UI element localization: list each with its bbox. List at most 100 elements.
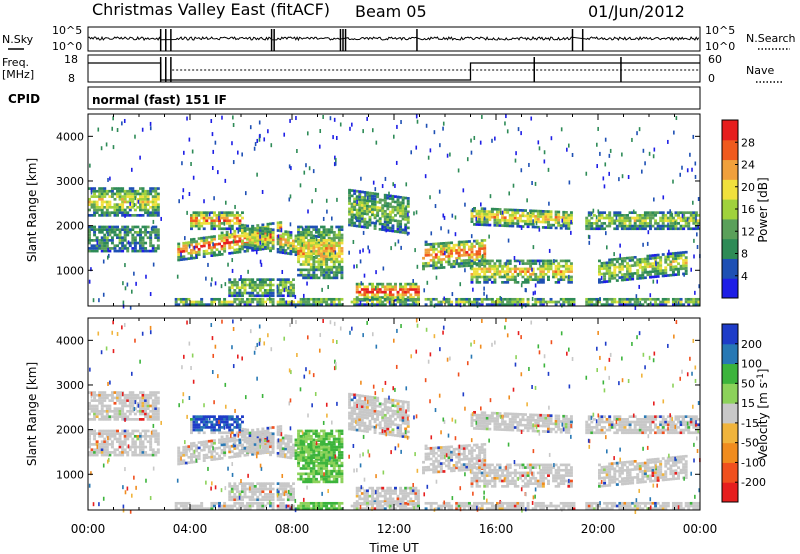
power-cell xyxy=(187,241,191,244)
power-cell xyxy=(633,227,637,231)
velocity-cell xyxy=(144,429,148,433)
power-cell xyxy=(513,300,517,304)
power-cell xyxy=(438,189,441,194)
power-cell xyxy=(596,142,598,147)
power-cell xyxy=(673,130,675,135)
power-cell xyxy=(88,208,91,212)
power-cell xyxy=(232,160,235,165)
power-cell xyxy=(314,276,318,280)
power-cell xyxy=(320,268,323,272)
power-cell xyxy=(266,230,270,234)
power-cell xyxy=(391,205,395,209)
velocity-cell xyxy=(136,434,140,438)
power-cell xyxy=(154,211,158,215)
power-cell xyxy=(228,303,232,306)
power-cell xyxy=(646,260,650,263)
power-cell xyxy=(626,256,629,260)
power-cell xyxy=(503,264,507,268)
power-cell xyxy=(105,241,109,245)
power-cell xyxy=(518,219,522,223)
power-cell xyxy=(694,161,697,166)
power-cell xyxy=(228,219,232,223)
power-cell xyxy=(564,213,568,217)
velocity-cell xyxy=(207,455,211,459)
power-cell xyxy=(177,303,181,306)
power-cell xyxy=(442,121,445,126)
power-cell xyxy=(654,222,658,225)
power-cell xyxy=(531,225,535,229)
power-cell xyxy=(399,204,403,207)
power-cell xyxy=(435,275,438,280)
power-cell xyxy=(261,240,265,243)
power-cell xyxy=(383,204,387,208)
power-cell xyxy=(281,280,285,284)
power-cell xyxy=(322,244,326,248)
velocity-cell xyxy=(128,396,132,400)
power-cell xyxy=(113,225,117,229)
velocity-cell xyxy=(121,415,125,419)
power-cell xyxy=(669,227,673,231)
power-cell xyxy=(314,188,317,193)
freq-label-2: [MHz] xyxy=(2,68,34,81)
power-cell xyxy=(307,209,309,214)
power-cell xyxy=(320,297,323,301)
power-cell xyxy=(113,249,117,253)
power-cell xyxy=(638,284,641,289)
power-cell xyxy=(646,214,650,217)
velocity-cell xyxy=(151,391,155,394)
power-cell xyxy=(659,227,663,231)
power-cell xyxy=(149,205,153,209)
power-cell xyxy=(320,239,323,242)
power-cell xyxy=(682,216,686,220)
velocity-cell xyxy=(269,432,272,435)
power-cell xyxy=(493,272,497,276)
velocity-cell xyxy=(220,438,224,441)
power-cell xyxy=(133,241,137,245)
power-cell xyxy=(128,214,132,217)
power-cell xyxy=(562,270,566,273)
power-cell xyxy=(269,291,272,295)
power-cell xyxy=(121,121,123,126)
velocity-cell xyxy=(116,437,119,441)
power-cell xyxy=(371,302,373,307)
power-cell xyxy=(317,268,321,272)
power-cell xyxy=(538,146,541,151)
velocity-cell xyxy=(243,449,247,453)
power-cell xyxy=(687,224,691,228)
power-cell xyxy=(669,214,673,217)
power-cell xyxy=(144,195,148,198)
power-cell xyxy=(447,241,451,245)
power-cell xyxy=(470,278,474,281)
power-cell xyxy=(396,198,400,201)
power-cell xyxy=(353,192,357,195)
power-cell xyxy=(256,294,260,298)
power-cell xyxy=(144,192,148,196)
power-cell xyxy=(218,211,221,215)
velocity-cell xyxy=(131,401,135,405)
power-cell xyxy=(480,303,484,306)
power-cell xyxy=(476,301,478,306)
power-cell xyxy=(103,195,107,198)
power-cell xyxy=(190,227,193,231)
power-cell xyxy=(536,209,540,213)
velocity-cell xyxy=(235,438,239,442)
velocity-cell xyxy=(93,448,97,452)
power-cell xyxy=(228,294,232,298)
velocity-cell xyxy=(233,418,237,421)
power-cell xyxy=(557,278,561,281)
power-cell xyxy=(228,243,232,247)
velocity-cell xyxy=(256,451,260,455)
power-cell xyxy=(228,214,232,217)
power-cell xyxy=(151,214,155,217)
power-cell xyxy=(603,211,607,215)
power-cell xyxy=(620,278,624,282)
velocity-cell xyxy=(253,448,257,452)
power-cell xyxy=(195,245,199,249)
power-cell xyxy=(317,244,321,248)
power-cell xyxy=(261,280,265,284)
power-cell xyxy=(105,142,108,147)
power-cell xyxy=(388,218,392,222)
power-cell xyxy=(445,247,448,250)
power-cell xyxy=(618,257,622,261)
power-cell xyxy=(156,208,160,212)
